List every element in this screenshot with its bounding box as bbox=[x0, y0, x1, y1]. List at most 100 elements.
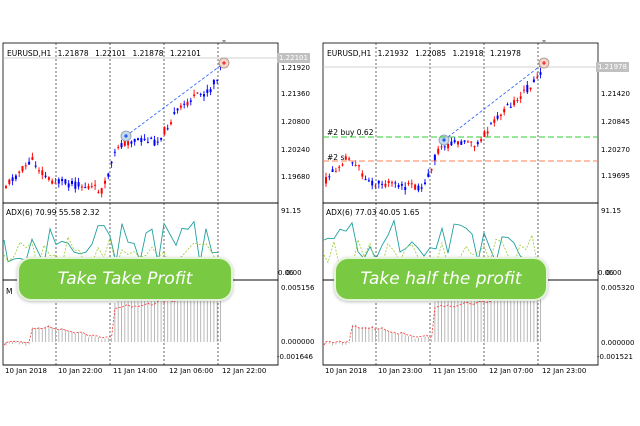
candle-body bbox=[5, 186, 7, 189]
candle-body bbox=[424, 182, 426, 184]
candle-body bbox=[509, 106, 512, 108]
symbol-label: EURUSD,H1 bbox=[7, 49, 52, 58]
candle-body bbox=[179, 105, 182, 108]
right-chart-window[interactable]: EURUSD,H1 1.21932 1.22085 1.21918 1.2197… bbox=[320, 0, 640, 426]
chart-shift-icon bbox=[222, 40, 226, 44]
candle-body bbox=[130, 141, 133, 144]
time-label: 11 Jan 14:00 bbox=[113, 367, 158, 375]
candle-body bbox=[14, 175, 17, 180]
candle-body bbox=[325, 177, 327, 184]
candle-body bbox=[470, 141, 473, 143]
price-label: 1.19695 bbox=[601, 172, 630, 180]
candle-body bbox=[539, 72, 542, 75]
candle-body bbox=[186, 101, 189, 106]
candle-body bbox=[394, 182, 397, 184]
candle-body bbox=[18, 171, 21, 173]
candle-body bbox=[496, 115, 499, 119]
candle-body bbox=[64, 179, 67, 184]
candle-body bbox=[443, 146, 446, 148]
price-pane-frame bbox=[2, 42, 279, 204]
candle-body bbox=[473, 145, 476, 148]
indicator-bottom2: 0.00 bbox=[286, 269, 302, 277]
candle-body bbox=[466, 141, 469, 143]
candle-body bbox=[358, 165, 360, 167]
price-label: 1.21360 bbox=[281, 90, 310, 98]
candle-body bbox=[391, 182, 393, 184]
candle-body bbox=[38, 170, 40, 172]
candle-body bbox=[21, 166, 24, 172]
candle-body bbox=[31, 157, 34, 160]
candle-body bbox=[8, 179, 11, 184]
candle-body bbox=[417, 185, 420, 191]
indicator-top: 91.15 bbox=[281, 207, 302, 215]
time-label: 12 Jan 07:00 bbox=[489, 367, 534, 375]
chart-shift-icon bbox=[542, 40, 546, 44]
ohlc-high: 1.22101 bbox=[95, 49, 127, 58]
ohlc-open: 1.21878 bbox=[57, 49, 89, 58]
current-price-tag: 1.21978 bbox=[596, 62, 629, 72]
candle-body bbox=[437, 148, 440, 154]
candle-body bbox=[407, 183, 410, 185]
price-label: 1.20240 bbox=[281, 146, 310, 154]
indicator-bottom: 0.06 bbox=[598, 269, 614, 277]
candle-body bbox=[519, 96, 522, 99]
current-price-tag: 1.22101 bbox=[277, 53, 310, 63]
ohlc-high: 1.22085 bbox=[415, 49, 447, 58]
candle-body bbox=[160, 137, 163, 140]
candle-body bbox=[150, 137, 153, 139]
macd-zero: 0.000000 bbox=[601, 339, 635, 347]
right-symbol-header: EURUSD,H1 1.21932 1.22085 1.21918 1.2197… bbox=[327, 49, 525, 58]
candle-body bbox=[140, 138, 143, 142]
candle-body bbox=[371, 180, 374, 186]
candle-body bbox=[440, 146, 443, 148]
candle-body bbox=[51, 180, 54, 184]
candle-body bbox=[71, 181, 73, 184]
macd-top: 0.005156 bbox=[281, 284, 315, 292]
candle-body bbox=[341, 164, 344, 166]
candle-body bbox=[166, 128, 169, 130]
price-label: 1.20845 bbox=[601, 118, 630, 126]
candle-body bbox=[364, 179, 367, 181]
indicator-top: 91.15 bbox=[601, 207, 622, 215]
candle-body bbox=[513, 100, 516, 106]
trade-trend-line bbox=[125, 62, 225, 137]
take-profit-order-label[interactable]: #2 s bbox=[327, 153, 345, 162]
candle-body bbox=[430, 169, 433, 171]
candle-body bbox=[94, 184, 97, 186]
candle-body bbox=[57, 179, 60, 184]
candle-body bbox=[74, 181, 77, 189]
macd-bottom: -0.001646 bbox=[277, 353, 313, 361]
candle-body bbox=[374, 185, 377, 187]
candle-body bbox=[170, 122, 172, 125]
candle-body bbox=[206, 89, 209, 93]
time-label: 11 Jan 15:00 bbox=[433, 367, 478, 375]
candle-body bbox=[526, 84, 529, 93]
price-label: 1.19680 bbox=[281, 173, 310, 181]
candle-body bbox=[457, 141, 459, 145]
time-label: 12 Jan 22:00 bbox=[222, 367, 267, 375]
candle-body bbox=[156, 141, 159, 143]
candle-body bbox=[447, 143, 450, 149]
candle-body bbox=[493, 119, 496, 123]
macd-bottom: -0.001521 bbox=[597, 353, 633, 361]
candle-body bbox=[123, 140, 126, 146]
time-label: 10 Jan 2018 bbox=[325, 367, 367, 375]
candle-body bbox=[486, 131, 489, 134]
candle-body bbox=[381, 183, 384, 185]
candle-body bbox=[367, 180, 370, 182]
buy-order-label[interactable]: #2 buy 0.62 bbox=[327, 128, 374, 137]
indicator-header: ADX(6) 70.99 55.58 2.32 bbox=[6, 208, 100, 217]
entry-marker-dot bbox=[442, 138, 446, 142]
candle-body bbox=[414, 184, 417, 190]
time-label: 12 Jan 06:00 bbox=[169, 367, 214, 375]
left-chart-window[interactable]: EURUSD,H1 1.21878 1.22101 1.21878 1.2210… bbox=[0, 0, 320, 426]
candle-body bbox=[80, 186, 83, 188]
candle-body bbox=[28, 161, 31, 165]
candle-body bbox=[354, 164, 357, 166]
candle-body bbox=[84, 187, 87, 189]
candle-body bbox=[503, 108, 506, 113]
candle-body bbox=[196, 92, 199, 94]
time-label: 12 Jan 23:00 bbox=[542, 367, 587, 375]
adx-main-line bbox=[3, 220, 219, 266]
candle-body bbox=[209, 89, 212, 93]
